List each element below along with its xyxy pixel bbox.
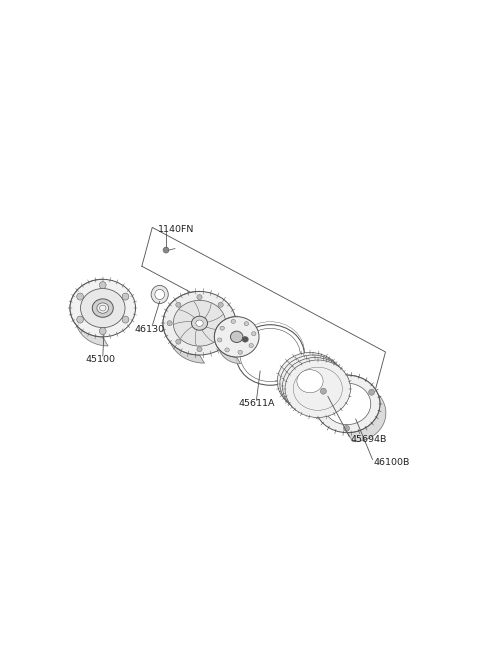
Ellipse shape	[280, 355, 345, 413]
Ellipse shape	[92, 299, 113, 317]
Ellipse shape	[151, 286, 168, 303]
Ellipse shape	[321, 388, 326, 394]
Ellipse shape	[244, 322, 249, 326]
Ellipse shape	[97, 303, 108, 313]
Ellipse shape	[163, 291, 236, 355]
Ellipse shape	[176, 302, 181, 307]
Text: 46130: 46130	[134, 325, 165, 334]
Ellipse shape	[227, 321, 232, 326]
Ellipse shape	[249, 343, 253, 348]
Ellipse shape	[285, 360, 350, 417]
Ellipse shape	[163, 247, 169, 253]
Ellipse shape	[242, 337, 248, 342]
Ellipse shape	[77, 293, 84, 300]
Ellipse shape	[225, 348, 229, 352]
Text: 45611A: 45611A	[239, 399, 275, 408]
Ellipse shape	[344, 425, 349, 432]
Text: 1140FN: 1140FN	[157, 225, 194, 234]
Ellipse shape	[252, 331, 256, 336]
Ellipse shape	[238, 350, 242, 354]
Ellipse shape	[99, 282, 106, 289]
Ellipse shape	[215, 316, 259, 357]
Ellipse shape	[369, 389, 374, 395]
Ellipse shape	[230, 331, 243, 343]
Polygon shape	[70, 279, 108, 346]
Ellipse shape	[122, 293, 129, 300]
Ellipse shape	[77, 316, 84, 323]
Text: 45694B: 45694B	[351, 435, 387, 443]
Ellipse shape	[236, 325, 304, 385]
Ellipse shape	[176, 339, 181, 344]
Polygon shape	[215, 316, 240, 364]
Ellipse shape	[218, 339, 223, 344]
Ellipse shape	[70, 279, 135, 337]
Polygon shape	[347, 375, 386, 441]
Ellipse shape	[81, 289, 125, 328]
Ellipse shape	[297, 369, 323, 393]
Ellipse shape	[155, 290, 165, 299]
Ellipse shape	[196, 320, 203, 326]
Ellipse shape	[218, 302, 223, 307]
Ellipse shape	[277, 352, 343, 410]
Text: 45100: 45100	[85, 355, 115, 364]
Ellipse shape	[99, 328, 106, 335]
Ellipse shape	[220, 326, 225, 330]
Ellipse shape	[197, 346, 202, 352]
Ellipse shape	[167, 321, 172, 326]
Ellipse shape	[192, 316, 207, 330]
Polygon shape	[163, 291, 204, 363]
Text: 46100B: 46100B	[373, 458, 410, 468]
Ellipse shape	[197, 295, 202, 300]
Ellipse shape	[217, 338, 222, 342]
Ellipse shape	[122, 316, 129, 323]
Ellipse shape	[173, 301, 226, 346]
Ellipse shape	[231, 320, 236, 324]
Ellipse shape	[282, 358, 348, 415]
Ellipse shape	[314, 375, 380, 433]
Ellipse shape	[324, 383, 371, 424]
